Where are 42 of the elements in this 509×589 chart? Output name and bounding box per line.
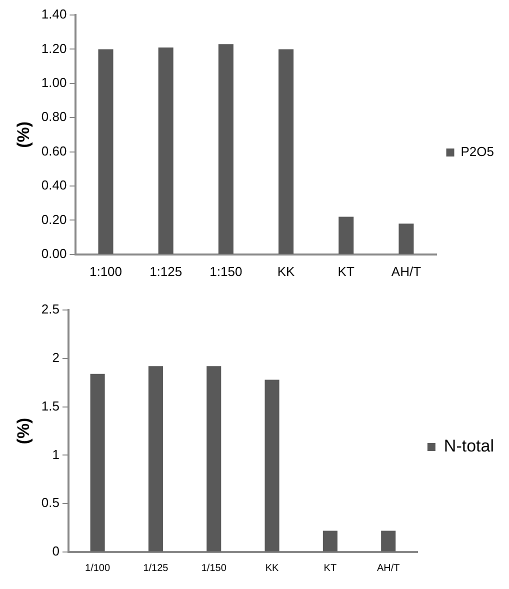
bar	[206, 366, 222, 552]
x-tick-label: 1:100	[89, 264, 122, 279]
x-tick-label: KT	[338, 264, 354, 279]
y-axis-title: (%)	[14, 121, 33, 148]
x-tick-label: AH/T	[391, 264, 422, 279]
y-tick-label: 0	[52, 544, 60, 559]
x-tick-label: KK	[265, 562, 280, 574]
x-tick-label: 1:150	[210, 264, 242, 279]
y-tick-label: 0.40	[41, 178, 67, 193]
y-tick-label: 0.80	[41, 109, 67, 124]
bar	[158, 47, 174, 254]
bar	[98, 49, 114, 254]
y-tick-label: 0.60	[41, 143, 67, 158]
y-tick-label: 1	[52, 446, 60, 462]
y-tick-label: 2	[52, 350, 60, 365]
bar	[264, 380, 280, 552]
bar	[338, 216, 354, 254]
bar	[218, 44, 234, 254]
y-tick-label: 0.00	[41, 246, 67, 261]
bar	[398, 224, 414, 254]
x-tick-label: 1/125	[143, 562, 169, 574]
y-tick-label: 2.5	[41, 302, 60, 317]
bar	[148, 366, 163, 552]
y-tick-label: 1.40	[41, 6, 67, 22]
y-tick-label: 1.20	[41, 40, 67, 56]
y-tick-label: 0.5	[41, 495, 60, 510]
legend-label: P2O5	[460, 144, 494, 160]
y-axis-title: (%)	[14, 418, 33, 444]
legend-label: N-total	[444, 436, 494, 456]
x-tick-label: 1/150	[201, 562, 227, 574]
x-tick-label: 1:125	[150, 264, 182, 279]
y-tick-label: 0.20	[41, 212, 67, 227]
y-tick-label: 1.5	[41, 398, 60, 414]
y-tick-label: 1.00	[41, 74, 67, 90]
bar	[90, 374, 105, 552]
x-tick-label: AH/T	[376, 562, 400, 574]
x-tick-label: KT	[324, 562, 337, 574]
x-tick-label: KK	[277, 264, 296, 279]
bar	[381, 530, 396, 552]
bar	[322, 530, 338, 552]
bar	[278, 49, 294, 254]
x-tick-label: 1/100	[85, 562, 110, 574]
